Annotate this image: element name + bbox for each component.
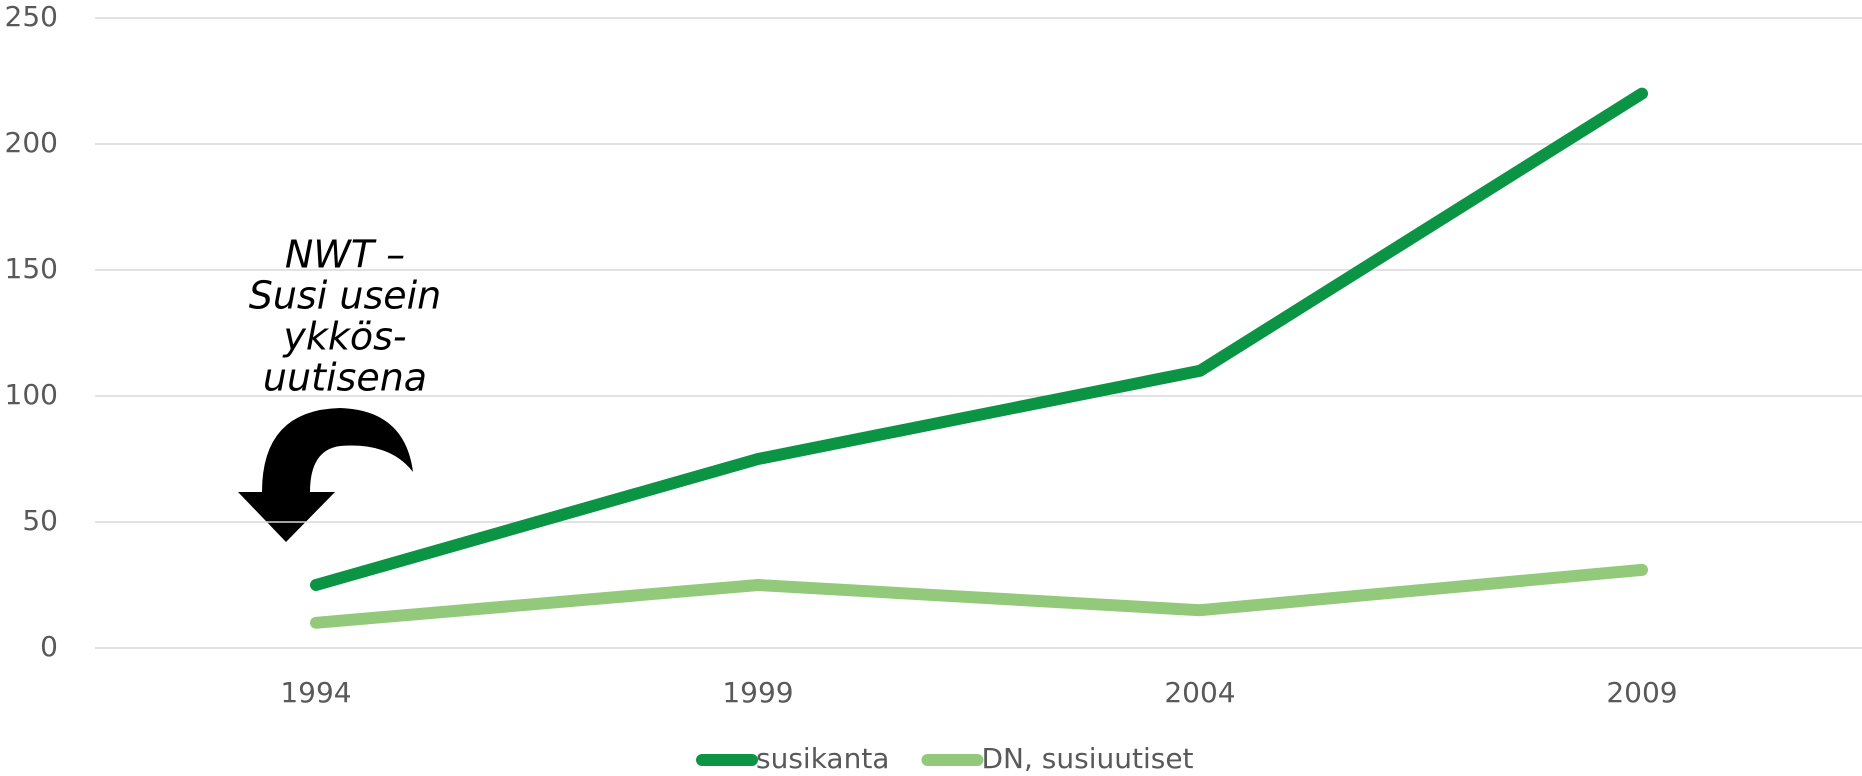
y-tick-label: 50 — [22, 504, 58, 537]
annotation: NWT – — [285, 233, 405, 277]
series-line — [310, 87, 1648, 591]
x-tick-label: 1999 — [722, 676, 793, 709]
y-tick-label: 100 — [5, 378, 58, 411]
series-line — [310, 563, 1648, 629]
legend-label: DN, susiuutiset — [981, 742, 1193, 775]
x-tick-label: 1994 — [280, 676, 351, 709]
y-tick-label: 0 — [40, 630, 58, 663]
annotation-arrow — [238, 408, 413, 542]
legend-label: susikanta — [756, 742, 889, 775]
annotation: ykkös- — [282, 315, 406, 359]
x-tick-label: 2004 — [1164, 676, 1235, 709]
x-tick-label: 2009 — [1606, 676, 1677, 709]
annotation: uutisena — [263, 356, 427, 400]
annotation: Susi usein — [249, 274, 442, 318]
y-tick-label: 250 — [5, 0, 58, 33]
y-tick-label: 200 — [5, 126, 58, 159]
y-tick-label: 150 — [5, 252, 58, 285]
